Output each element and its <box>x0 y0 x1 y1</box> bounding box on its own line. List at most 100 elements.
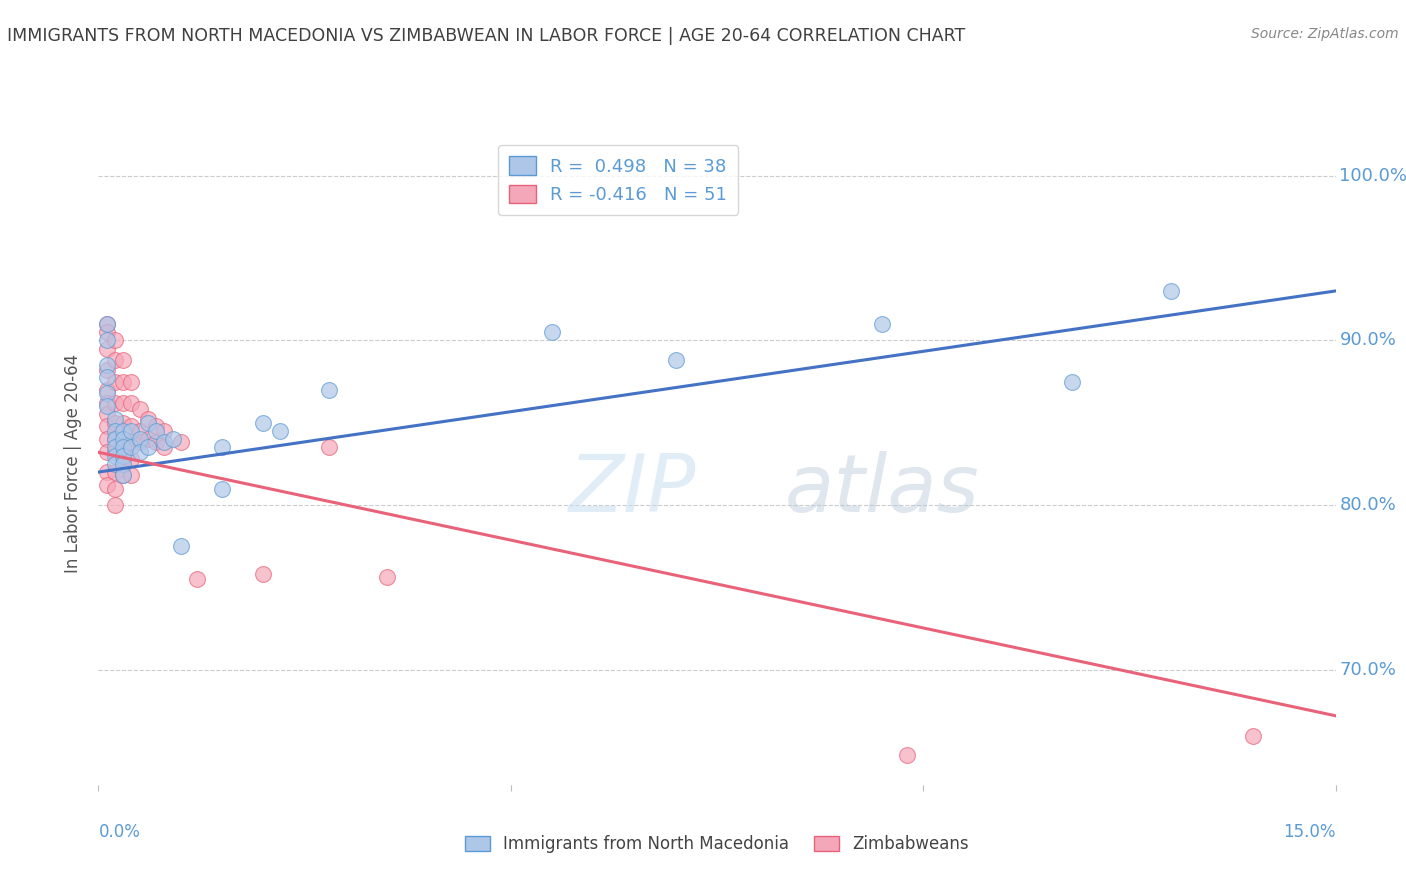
Point <box>112 396 135 410</box>
Point <box>136 416 159 430</box>
Text: atlas: atlas <box>785 450 980 529</box>
Point <box>541 325 564 339</box>
Point <box>120 396 142 410</box>
Point <box>120 441 142 455</box>
Point <box>120 468 142 483</box>
Point <box>120 451 142 466</box>
Point <box>96 419 118 434</box>
Point <box>375 570 398 584</box>
Point <box>96 465 118 479</box>
Point <box>104 424 127 438</box>
Point <box>128 402 150 417</box>
Point <box>96 363 118 377</box>
Point <box>112 424 135 438</box>
Text: 100.0%: 100.0% <box>1340 167 1406 185</box>
Point <box>96 325 118 339</box>
Point <box>112 441 135 455</box>
Point <box>112 432 135 446</box>
Point <box>104 498 127 512</box>
Point <box>870 317 893 331</box>
Point <box>120 435 142 450</box>
Text: Source: ZipAtlas.com: Source: ZipAtlas.com <box>1251 27 1399 41</box>
Point <box>104 412 127 426</box>
Text: 70.0%: 70.0% <box>1340 661 1396 679</box>
Point <box>318 383 340 397</box>
Point <box>96 396 118 410</box>
Point <box>112 432 135 446</box>
Point <box>112 451 135 466</box>
Point <box>104 375 127 389</box>
Point <box>96 445 118 459</box>
Point <box>120 375 142 389</box>
Point <box>96 342 118 356</box>
Point <box>153 424 176 438</box>
Point <box>1160 284 1182 298</box>
Point <box>104 396 127 410</box>
Text: 90.0%: 90.0% <box>1340 331 1396 350</box>
Point <box>96 408 118 422</box>
Point <box>136 412 159 426</box>
Point <box>96 383 118 397</box>
Text: 0.0%: 0.0% <box>98 823 141 841</box>
Point <box>104 432 127 446</box>
Point <box>145 419 167 434</box>
Point <box>112 353 135 368</box>
Point <box>211 482 233 496</box>
Point <box>252 416 274 430</box>
Point <box>136 432 159 446</box>
Point <box>128 432 150 446</box>
Point <box>162 432 184 446</box>
Point <box>153 435 176 450</box>
Point <box>104 449 127 463</box>
Point <box>104 353 127 368</box>
Point <box>145 424 167 438</box>
Point <box>112 449 135 463</box>
Point <box>104 441 127 455</box>
Point <box>665 353 688 368</box>
Point <box>120 419 142 434</box>
Point <box>104 416 127 430</box>
Point <box>112 457 135 471</box>
Point <box>96 478 118 492</box>
Point <box>153 441 176 455</box>
Text: 15.0%: 15.0% <box>1284 823 1336 841</box>
Point <box>896 748 918 763</box>
Point <box>112 416 135 430</box>
Point <box>128 435 150 450</box>
Point <box>104 432 127 446</box>
Point <box>96 369 118 384</box>
Text: IMMIGRANTS FROM NORTH MACEDONIA VS ZIMBABWEAN IN LABOR FORCE | AGE 20-64 CORRELA: IMMIGRANTS FROM NORTH MACEDONIA VS ZIMBA… <box>7 27 966 45</box>
Point <box>96 399 118 413</box>
Point <box>269 424 291 438</box>
Point <box>96 432 118 446</box>
Point <box>96 386 118 401</box>
Point <box>96 317 118 331</box>
Point <box>104 482 127 496</box>
Point <box>104 465 127 479</box>
Point <box>96 334 118 348</box>
Point <box>112 468 135 483</box>
Text: ZIP: ZIP <box>568 450 696 529</box>
Point <box>128 424 150 438</box>
Point <box>112 468 135 483</box>
Point <box>104 334 127 348</box>
Point <box>318 441 340 455</box>
Point <box>96 317 118 331</box>
Y-axis label: In Labor Force | Age 20-64: In Labor Force | Age 20-64 <box>65 354 83 574</box>
Point <box>170 435 193 450</box>
Point <box>104 457 127 471</box>
Point <box>145 435 167 450</box>
Point <box>211 441 233 455</box>
Text: 80.0%: 80.0% <box>1340 496 1396 514</box>
Point <box>128 445 150 459</box>
Point <box>186 572 208 586</box>
Point <box>96 358 118 372</box>
Point <box>252 567 274 582</box>
Point <box>136 441 159 455</box>
Legend: R =  0.498   N = 38, R = -0.416   N = 51: R = 0.498 N = 38, R = -0.416 N = 51 <box>498 145 738 215</box>
Point <box>1060 375 1083 389</box>
Point <box>1241 729 1264 743</box>
Point <box>104 445 127 459</box>
Point <box>170 539 193 553</box>
Point <box>120 424 142 438</box>
